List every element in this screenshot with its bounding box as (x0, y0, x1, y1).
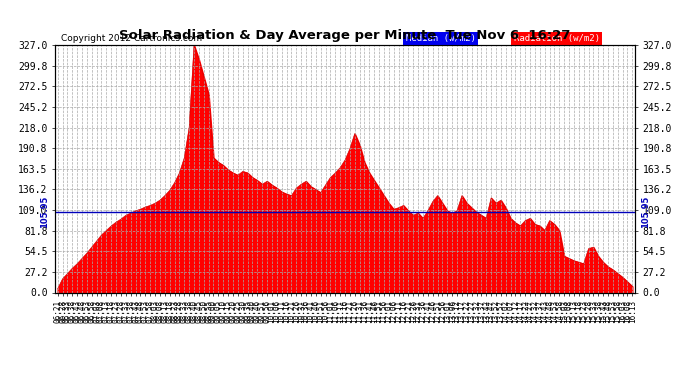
Text: 105.95: 105.95 (640, 196, 649, 228)
Text: Copyright 2012 Cartronics.com: Copyright 2012 Cartronics.com (61, 33, 202, 42)
Text: 105.95: 105.95 (41, 196, 50, 228)
Text: Radiation (w/m2): Radiation (w/m2) (513, 34, 600, 44)
Title: Solar Radiation & Day Average per Minute  Tue Nov 6  16:27: Solar Radiation & Day Average per Minute… (119, 30, 571, 42)
Text: Median (w/m2): Median (w/m2) (406, 34, 475, 44)
